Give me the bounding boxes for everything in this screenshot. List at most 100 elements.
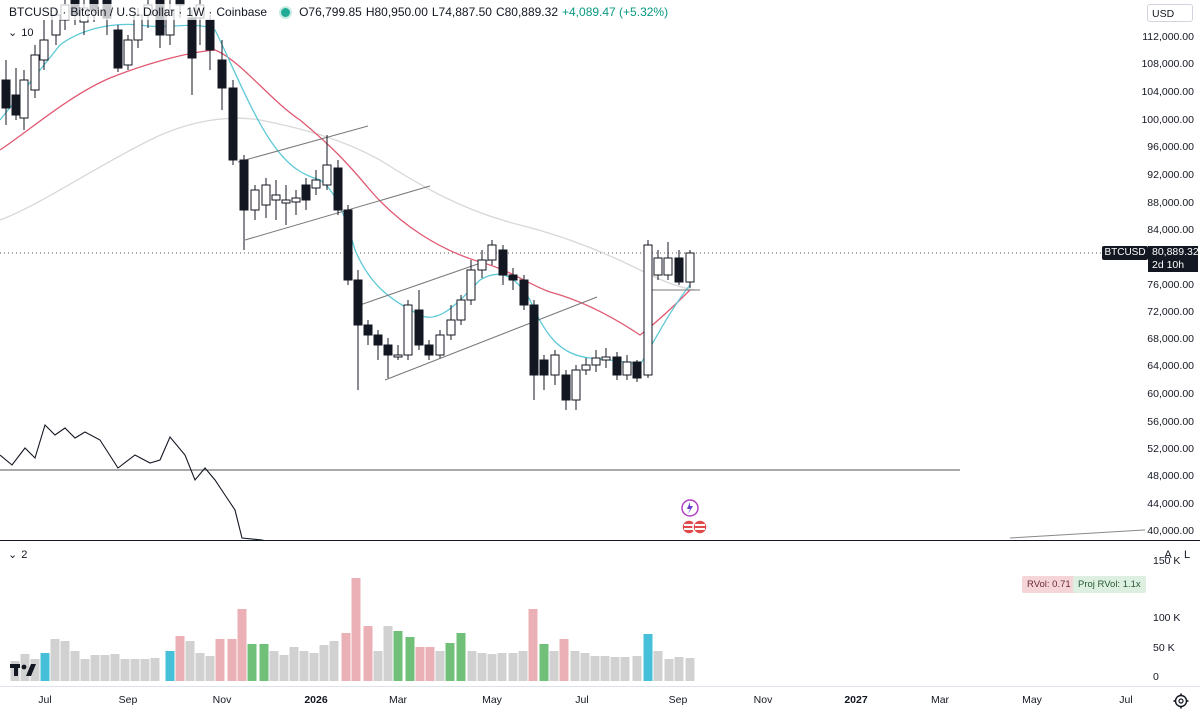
price-axis-label: 112,000.00: [1142, 31, 1194, 43]
volume-chart[interactable]: [0, 541, 1145, 686]
price-axis-label: 64,000.00: [1147, 360, 1194, 372]
legend-symbol[interactable]: BTCUSD: [9, 5, 59, 19]
candle-body: [498, 249, 508, 276]
volume-bar: [373, 651, 383, 681]
candle-body: [322, 164, 332, 186]
candle-body: [205, 19, 215, 51]
current-price: 80,889.32: [1152, 246, 1199, 258]
volume-bar: [130, 659, 140, 681]
volume-axis-label: 0: [1153, 671, 1159, 683]
legend-exchange: Coinbase: [216, 5, 268, 19]
currency-selector[interactable]: USD: [1147, 4, 1193, 22]
volume-bar: [140, 659, 150, 681]
candle-body: [571, 369, 581, 401]
candle-body: [508, 274, 518, 281]
chevron-down-icon: ⌄: [8, 549, 18, 561]
price-axis-label: 56,000.00: [1147, 416, 1194, 428]
volume-bar: [259, 644, 269, 681]
gear-icon[interactable]: [1172, 692, 1190, 710]
volume-bar: [30, 659, 40, 681]
market-status-icon[interactable]: [279, 5, 293, 19]
volume-bar: [653, 651, 663, 681]
price-chart[interactable]: [0, 0, 1145, 540]
candle-body: [685, 252, 695, 283]
candle-body: [487, 244, 497, 261]
volume-bar: [405, 637, 415, 681]
volume-bar: [60, 641, 70, 681]
candle-body: [301, 184, 311, 201]
time-axis[interactable]: Jul Sep Nov 2026 Mar May Jul Sep Nov 2027 Mar May Ju…: [0, 687, 1145, 712]
candle-body: [550, 354, 560, 376]
candle-body: [456, 299, 466, 321]
price-axis-label: 100,000.00: [1141, 114, 1194, 126]
candle-body: [653, 257, 663, 276]
legend-separator-1: ·: [62, 5, 67, 19]
volume-bar: [195, 653, 205, 681]
volume-bar: [549, 651, 559, 681]
volume-pane-toggle[interactable]: ⌄ 2: [8, 548, 28, 562]
volume-bar: [425, 647, 435, 681]
legend-change: +4,089.47 (+5.32%): [562, 5, 669, 19]
pane-divider[interactable]: [0, 540, 1200, 541]
news-event-icon[interactable]: [680, 498, 700, 518]
price-axis-label: 72,000.00: [1147, 306, 1194, 318]
price-axis-label: 40,000.00: [1147, 525, 1194, 537]
volume-bar: [40, 653, 50, 681]
auto-scale-button[interactable]: A: [1164, 549, 1172, 561]
price-axis-label: 108,000.00: [1141, 58, 1194, 70]
volume-bar: [664, 659, 674, 681]
volume-bar: [435, 651, 445, 681]
economic-event-icon[interactable]: [680, 518, 712, 536]
volume-bar: [341, 633, 351, 681]
candle-body: [561, 374, 571, 401]
sma-slow-line: [0, 117, 696, 291]
time-axis-border: [0, 686, 1200, 687]
tradingview-logo-icon[interactable]: [10, 662, 36, 678]
volume-axis[interactable]: 150 K 100 K 50 K 0: [1145, 541, 1200, 686]
volume-bar: [100, 655, 110, 681]
volume-indicator-count: 2: [21, 548, 28, 561]
time-axis-label: May: [1022, 694, 1042, 706]
current-symbol-tag: BTCUSD: [1102, 246, 1148, 260]
candle-body: [674, 257, 684, 283]
price-axis-label: 84,000.00: [1147, 224, 1194, 236]
candle-body: [591, 357, 601, 366]
candle-body: [414, 309, 424, 346]
time-axis-label: Sep: [668, 694, 688, 706]
time-axis-label: May: [482, 694, 502, 706]
candle-body: [11, 94, 21, 116]
oscillator-line: [0, 423, 265, 540]
volume-bar: [279, 655, 289, 681]
volume-bar: [269, 651, 279, 681]
legend-interval[interactable]: 1W: [186, 5, 205, 19]
price-axis[interactable]: 112,000.00 108,000.00 104,000.00 100,000.00…: [1141, 0, 1200, 686]
volume-bar: [363, 626, 373, 681]
volume-bar: [620, 657, 630, 681]
candle-body: [123, 39, 133, 66]
volume-bar: [415, 647, 425, 681]
candle-body: [643, 244, 653, 376]
time-axis-label: Sep: [118, 694, 138, 706]
volume-bar: [477, 653, 487, 681]
volume-bar: [215, 639, 225, 681]
volume-bar: [487, 654, 497, 681]
candle-body: [271, 194, 281, 201]
volume-bar: [685, 658, 695, 681]
time-axis-label: 2027: [844, 694, 868, 706]
trend-channel-line: [359, 257, 496, 306]
log-scale-button[interactable]: L: [1183, 549, 1191, 561]
candle-body: [19, 79, 29, 119]
volume-bar: [227, 639, 237, 681]
candle-body: [581, 364, 591, 371]
indicators-toggle[interactable]: ⌄ 10: [8, 26, 33, 40]
candle-body: [39, 39, 49, 61]
volume-bar: [610, 657, 620, 681]
candle-body: [446, 319, 456, 336]
volume-bar: [309, 653, 319, 681]
price-axis-label: 104,000.00: [1141, 86, 1194, 98]
candle-body: [113, 29, 123, 69]
volume-bar: [539, 644, 549, 681]
ema-mid-line: [0, 49, 691, 336]
candle-body: [228, 87, 238, 161]
candle-body: [281, 199, 291, 204]
